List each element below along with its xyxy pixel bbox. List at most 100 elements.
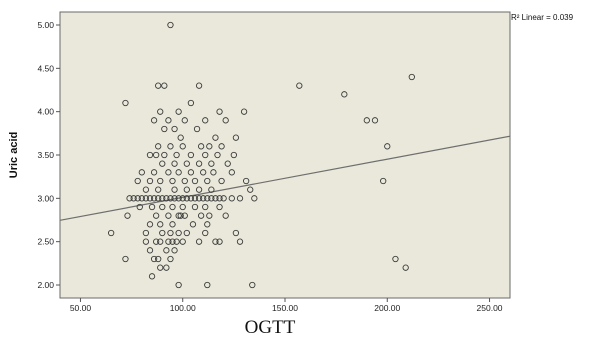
data-point [191,195,199,202]
data-point [163,195,170,202]
data-point [216,203,223,211]
data-point [152,212,160,219]
data-point [191,177,199,185]
data-point [183,186,190,193]
data-point [208,195,215,202]
data-point [200,195,207,202]
data-point [236,238,244,245]
data-point [181,177,188,185]
data-point [204,195,211,202]
data-point [155,255,162,263]
data-point [195,160,203,167]
data-point [204,281,211,289]
data-point [159,229,166,237]
data-point [341,91,348,98]
data-point [150,117,158,124]
data-point [150,195,158,202]
data-point [157,238,164,245]
data-point [216,108,223,115]
x-tick-label: 150.00 [272,303,298,313]
data-point [179,203,186,211]
data-point [155,143,162,150]
data-point [152,151,160,159]
data-point [212,134,219,141]
data-point [161,125,168,133]
data-point [177,134,184,141]
data-point [142,186,150,193]
data-point [142,238,150,245]
data-point [181,117,188,124]
data-point [167,195,174,202]
y-axis-title: Uric acid [8,132,20,178]
data-point [204,221,211,228]
data-point [232,229,240,237]
data-point [126,195,133,202]
data-point [202,151,209,159]
data-point [402,264,409,271]
data-point [175,108,182,115]
data-point [136,203,143,211]
data-point [175,195,182,202]
data-point [169,221,176,228]
data-point [161,82,168,89]
data-point [204,177,211,185]
data-point [195,238,203,245]
data-point [169,203,176,211]
data-point [195,186,203,193]
data-point [157,221,164,228]
data-point [242,177,250,185]
data-point [167,21,174,29]
data-point [152,238,160,245]
data-point [179,143,186,150]
data-point [197,143,205,150]
data-point [202,203,209,211]
data-point [146,195,154,202]
data-point [202,117,209,124]
data-point [183,160,190,167]
data-point [202,229,209,237]
data-point [173,238,180,245]
data-point [247,186,254,193]
data-point [142,229,150,237]
data-point [171,247,178,254]
data-point [171,160,178,167]
data-point [206,143,213,150]
data-point [187,99,195,107]
data-point [187,151,195,159]
data-point [146,151,154,159]
data-point [138,169,145,176]
data-point [130,195,137,202]
data-point [195,195,203,202]
x-tick-label: 100.00 [170,303,196,313]
data-point [146,177,154,185]
data-point [191,203,199,211]
data-point [224,160,231,167]
data-point [167,229,174,237]
data-point [173,151,180,159]
data-point [157,177,164,185]
data-point [408,73,415,81]
data-point [220,195,227,202]
data-point [206,212,213,219]
data-point [148,203,156,211]
data-point [208,186,215,193]
data-point [157,264,164,271]
data-point [150,169,158,176]
data-point [175,212,182,219]
data-point [163,247,170,254]
r2-linear-label: R² Linear = 0.039 [511,13,574,22]
y-tick-label: 4.00 [37,107,54,117]
x-tick-label: 50.00 [70,303,92,313]
data-point [363,117,370,124]
data-point [183,229,190,237]
data-point [197,212,205,219]
data-point [171,186,178,193]
data-point [122,255,129,263]
data-point [175,229,182,237]
data-point [167,255,174,263]
data-point [159,203,166,211]
data-point [392,255,399,263]
data-point [222,212,229,219]
data-point [165,238,172,245]
